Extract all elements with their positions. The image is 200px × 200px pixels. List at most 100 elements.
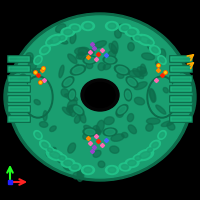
Ellipse shape: [159, 57, 165, 63]
Ellipse shape: [59, 65, 64, 78]
Ellipse shape: [146, 39, 154, 45]
Ellipse shape: [70, 65, 86, 75]
Ellipse shape: [85, 57, 95, 63]
Ellipse shape: [83, 56, 97, 64]
Ellipse shape: [142, 53, 155, 60]
Ellipse shape: [119, 163, 131, 171]
Ellipse shape: [128, 78, 136, 86]
Ellipse shape: [69, 105, 76, 117]
Ellipse shape: [122, 132, 128, 138]
Ellipse shape: [155, 60, 163, 65]
Ellipse shape: [133, 154, 143, 162]
FancyBboxPatch shape: [9, 117, 29, 121]
FancyBboxPatch shape: [8, 86, 30, 92]
Ellipse shape: [117, 66, 127, 74]
Ellipse shape: [69, 24, 81, 32]
Ellipse shape: [140, 64, 146, 74]
Ellipse shape: [59, 36, 65, 40]
Ellipse shape: [146, 147, 154, 153]
Ellipse shape: [71, 165, 79, 169]
FancyBboxPatch shape: [9, 97, 29, 101]
Ellipse shape: [85, 82, 115, 108]
FancyBboxPatch shape: [171, 57, 191, 61]
Ellipse shape: [8, 13, 192, 181]
Ellipse shape: [108, 23, 116, 29]
Ellipse shape: [8, 74, 28, 120]
FancyBboxPatch shape: [170, 56, 192, 62]
Ellipse shape: [73, 64, 79, 73]
Ellipse shape: [118, 24, 126, 33]
Ellipse shape: [42, 47, 48, 53]
Ellipse shape: [83, 133, 90, 139]
FancyBboxPatch shape: [171, 117, 191, 121]
FancyBboxPatch shape: [8, 66, 30, 72]
FancyBboxPatch shape: [170, 86, 192, 92]
Ellipse shape: [83, 128, 97, 136]
Ellipse shape: [85, 129, 95, 135]
Ellipse shape: [75, 48, 88, 55]
Ellipse shape: [57, 34, 67, 42]
Ellipse shape: [40, 140, 50, 150]
Ellipse shape: [63, 162, 73, 171]
Ellipse shape: [11, 16, 189, 178]
Ellipse shape: [116, 105, 128, 115]
Ellipse shape: [167, 123, 175, 130]
Ellipse shape: [67, 100, 77, 110]
Ellipse shape: [128, 125, 136, 134]
Ellipse shape: [70, 33, 76, 44]
Ellipse shape: [35, 132, 41, 138]
Ellipse shape: [136, 149, 154, 161]
Ellipse shape: [23, 76, 53, 118]
Ellipse shape: [125, 27, 139, 37]
Ellipse shape: [158, 131, 166, 139]
Ellipse shape: [28, 61, 36, 69]
Ellipse shape: [34, 100, 40, 105]
FancyBboxPatch shape: [9, 87, 29, 91]
FancyBboxPatch shape: [9, 57, 29, 61]
FancyBboxPatch shape: [171, 97, 191, 101]
Ellipse shape: [59, 39, 68, 44]
Ellipse shape: [46, 147, 54, 153]
Ellipse shape: [94, 129, 101, 135]
Ellipse shape: [150, 140, 160, 150]
Ellipse shape: [42, 142, 48, 148]
Ellipse shape: [61, 158, 75, 168]
Ellipse shape: [35, 57, 41, 63]
Ellipse shape: [74, 115, 81, 123]
Ellipse shape: [59, 156, 65, 160]
Ellipse shape: [158, 56, 166, 64]
Ellipse shape: [64, 29, 72, 35]
FancyBboxPatch shape: [170, 76, 192, 82]
Ellipse shape: [146, 124, 153, 131]
Ellipse shape: [82, 166, 95, 174]
Ellipse shape: [57, 154, 67, 162]
Ellipse shape: [68, 143, 76, 153]
Ellipse shape: [150, 89, 155, 102]
Ellipse shape: [111, 134, 124, 141]
Ellipse shape: [159, 132, 165, 138]
Ellipse shape: [73, 66, 83, 74]
Ellipse shape: [62, 107, 72, 115]
Ellipse shape: [47, 40, 53, 44]
Ellipse shape: [98, 161, 105, 168]
Ellipse shape: [125, 158, 139, 168]
Ellipse shape: [50, 152, 60, 158]
Ellipse shape: [103, 64, 111, 70]
FancyBboxPatch shape: [8, 106, 30, 112]
Ellipse shape: [4, 72, 26, 122]
Ellipse shape: [111, 41, 118, 54]
Ellipse shape: [147, 76, 177, 118]
Ellipse shape: [126, 77, 138, 87]
Ellipse shape: [128, 71, 142, 77]
Ellipse shape: [69, 163, 81, 171]
Ellipse shape: [161, 121, 174, 127]
Ellipse shape: [64, 78, 72, 86]
Ellipse shape: [56, 24, 66, 32]
FancyBboxPatch shape: [171, 77, 191, 81]
Ellipse shape: [74, 106, 82, 114]
Ellipse shape: [73, 172, 82, 179]
Ellipse shape: [84, 167, 92, 173]
Ellipse shape: [134, 97, 145, 105]
FancyBboxPatch shape: [8, 56, 30, 62]
Ellipse shape: [76, 53, 84, 59]
